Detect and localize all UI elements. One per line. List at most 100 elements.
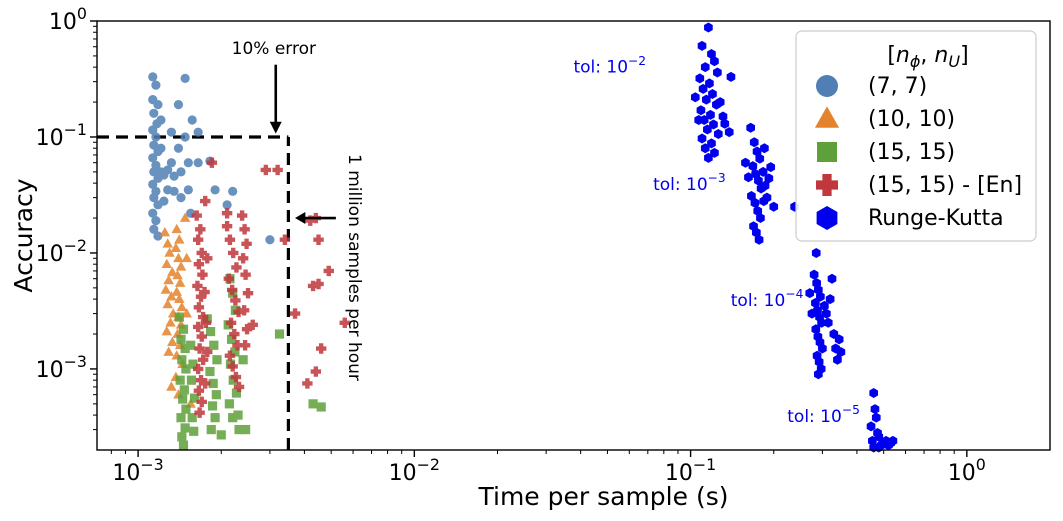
series-1 [159, 212, 196, 408]
legend-entry-label: Runge-Kutta [868, 206, 1004, 231]
data-point [199, 286, 210, 298]
data-point [704, 152, 713, 163]
data-point [174, 277, 186, 287]
data-point [178, 440, 189, 450]
tol-label: tol: 10−4 [731, 287, 804, 311]
data-point [339, 317, 350, 328]
data-point [210, 185, 220, 195]
data-point [149, 224, 159, 234]
data-point [171, 286, 183, 296]
data-point [159, 196, 169, 206]
data-point [870, 404, 880, 415]
data-point [172, 269, 183, 280]
data-point [181, 364, 191, 374]
data-point [161, 258, 173, 269]
data-point [230, 295, 241, 306]
data-point [188, 359, 198, 369]
data-point [149, 193, 159, 203]
data-point [869, 388, 879, 399]
data-point [232, 340, 243, 351]
data-point [705, 78, 714, 89]
data-point [241, 238, 252, 249]
data-point [752, 146, 762, 157]
data-point [696, 105, 706, 116]
data-point [180, 423, 190, 433]
data-point [176, 193, 186, 203]
series-0 [148, 72, 275, 245]
data-point [161, 326, 173, 336]
arrow-head-million [295, 212, 306, 225]
x-tick-label: 10−2 [389, 455, 440, 486]
data-point [242, 287, 254, 299]
data-point [230, 371, 242, 383]
data-point [193, 258, 205, 270]
data-point [192, 321, 204, 333]
data-point [272, 164, 283, 176]
data-point [193, 127, 203, 137]
x-tick-label: 100 [948, 455, 986, 486]
data-point [189, 393, 200, 403]
data-point [170, 242, 182, 252]
data-point [866, 421, 876, 432]
data-point [289, 308, 301, 319]
data-point [151, 216, 161, 226]
data-point [715, 97, 725, 108]
data-point [726, 71, 736, 82]
data-point [193, 158, 203, 168]
data-point [697, 40, 707, 51]
data-point [234, 424, 244, 435]
data-point [151, 132, 161, 142]
data-point [809, 269, 819, 280]
data-point [165, 317, 176, 327]
legend: [nϕ, nU] (7, 7) (10, 10) (15, 15) (15, 15) -… [795, 30, 1037, 242]
data-point [226, 284, 238, 296]
data-point [195, 374, 207, 386]
data-point [747, 190, 756, 201]
data-point [811, 247, 821, 258]
data-point [176, 167, 186, 177]
data-point [148, 72, 158, 82]
data-point [224, 399, 234, 409]
data-point [260, 164, 272, 176]
data-point [174, 293, 185, 303]
data-point [760, 143, 769, 154]
data-point [148, 208, 158, 218]
data-point [323, 265, 334, 277]
data-point [169, 171, 179, 181]
series-2 [174, 274, 326, 450]
series-4 [690, 22, 898, 453]
data-point [822, 308, 831, 319]
data-point [181, 252, 193, 263]
data-point [221, 221, 233, 232]
data-point [724, 127, 734, 138]
data-point [222, 200, 232, 210]
data-point [166, 291, 177, 301]
data-point [164, 247, 175, 257]
data-point [888, 435, 898, 446]
data-point [871, 412, 881, 423]
data-point [690, 92, 700, 103]
plot-frame [96, 20, 1051, 451]
annotation-million-samples: 1 million samples per hour [344, 154, 364, 381]
data-point [173, 252, 184, 263]
data-point [814, 369, 823, 380]
data-point [159, 227, 171, 237]
legend-marker-circle [816, 75, 838, 97]
data-point [239, 224, 250, 235]
data-point [189, 426, 199, 436]
data-point [200, 378, 211, 389]
data-point [833, 354, 842, 365]
data-point [179, 385, 189, 395]
legend-marker-hexagon [816, 206, 838, 230]
axes: 10−3 10−2 10−1 100 10−3 10−2 10−1 100 [36, 4, 1051, 486]
data-point [233, 306, 244, 318]
data-point [162, 238, 173, 248]
data-point [212, 355, 222, 365]
data-point [202, 253, 213, 264]
data-point [187, 413, 197, 423]
data-point [183, 158, 193, 168]
data-point [174, 312, 184, 322]
data-point [697, 133, 707, 144]
data-point [224, 350, 236, 361]
